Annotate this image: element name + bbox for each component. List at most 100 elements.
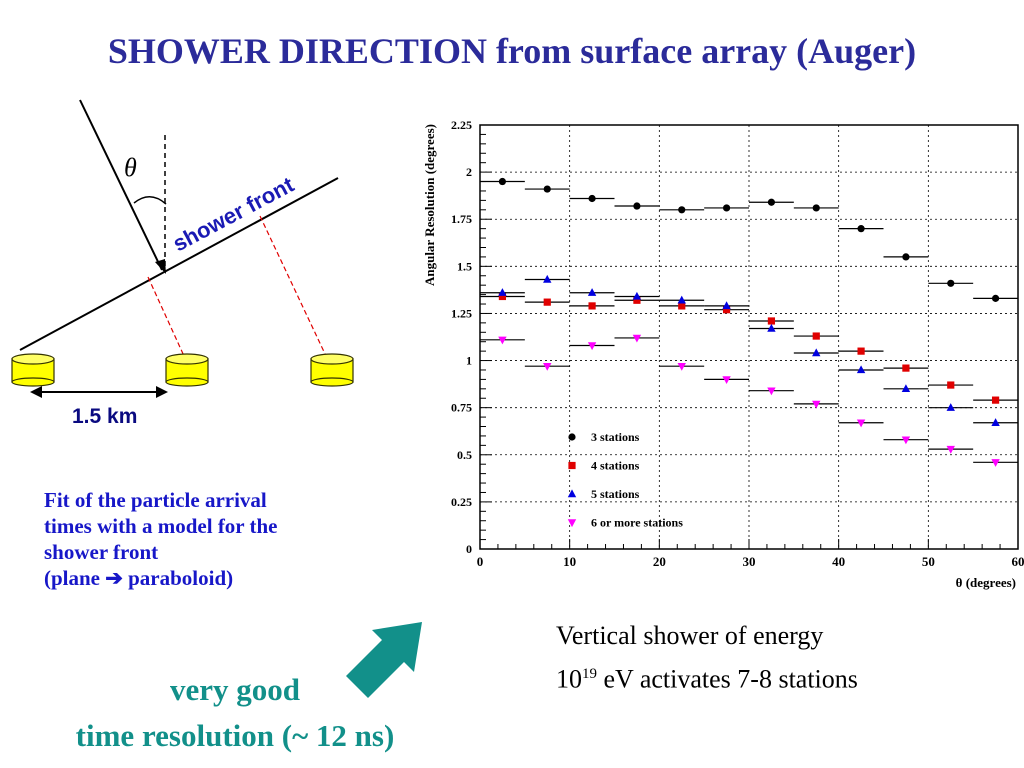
data-point [543, 363, 552, 371]
data-point [543, 274, 552, 283]
y-axis-label: Angular Resolution (degrees) [422, 124, 437, 286]
data-point [588, 194, 596, 203]
data-point [498, 336, 507, 345]
x-tick-label: 0 [477, 554, 484, 569]
slide-title: SHOWER DIRECTION from surface array (Aug… [107, 31, 917, 71]
data-point [856, 419, 866, 428]
data-point [856, 365, 866, 374]
pointer-arrow-icon [346, 622, 422, 698]
legend-marker [568, 433, 576, 441]
data-point [812, 348, 821, 357]
data-point [767, 198, 776, 206]
y-tick-label: 2.25 [451, 118, 472, 132]
drop-line-3 [259, 215, 327, 357]
shower-axis-arrowhead [155, 259, 166, 274]
y-tick-label: 2 [466, 165, 472, 179]
y-tick-label: 1 [466, 354, 472, 368]
x-axis-label: θ (degrees) [956, 575, 1016, 590]
data-point [722, 204, 731, 212]
distance-arrowhead-right [156, 386, 168, 398]
data-point [812, 400, 821, 409]
data-point [947, 381, 955, 389]
legend-label: 5 stations [591, 487, 640, 501]
data-point [767, 317, 776, 325]
fit-line-1: Fit of the particle arrival [44, 488, 267, 512]
fit-line-3: shower front [44, 540, 159, 564]
vertical-note-rest: eV activates 7-8 stations [597, 664, 858, 694]
fit-line-4-post: paraboloid) [122, 566, 234, 590]
data-point [812, 332, 820, 340]
y-tick-label: 0.5 [457, 448, 472, 462]
legend-label: 3 stations [591, 430, 640, 444]
data-point [812, 204, 820, 212]
shower-axis [79, 99, 163, 271]
data-point [498, 288, 507, 296]
y-tick-label: 0 [466, 542, 472, 556]
x-tick-label: 20 [653, 554, 666, 569]
conclusion-line-1: very good [169, 672, 300, 707]
data-point [991, 418, 1000, 426]
data-point [543, 185, 551, 193]
data-point [722, 301, 731, 310]
x-tick-label: 10 [563, 554, 576, 569]
data-point [722, 376, 731, 384]
vertical-note-line-1: Vertical shower of energy [556, 621, 824, 650]
data-point [498, 292, 507, 301]
data-point [901, 436, 911, 445]
legend-label: 6 or more stations [591, 516, 683, 530]
data-point [947, 279, 955, 287]
detector-station-1 [11, 353, 55, 387]
distance-label: 1.5 km [72, 405, 138, 428]
right-arrow-icon: ➔ [105, 566, 123, 590]
legend-label: 4 stations [591, 459, 640, 473]
detector-station-2 [165, 353, 209, 387]
data-point [677, 295, 686, 304]
data-point [767, 387, 776, 396]
energy-exponent: 19 [582, 666, 597, 682]
legend-marker [567, 489, 577, 498]
y-tick-label: 0.25 [451, 495, 472, 509]
shower-front-label: shower front [169, 171, 299, 256]
energy-base: 10 [556, 664, 582, 694]
data-point [902, 364, 910, 372]
detector-station-3 [310, 353, 354, 387]
data-point [722, 306, 731, 314]
data-point [632, 334, 642, 343]
fit-line-2: times with a model for the [44, 514, 278, 538]
data-point [587, 288, 597, 296]
x-tick-label: 50 [922, 554, 935, 569]
data-point [633, 202, 641, 210]
data-point [678, 206, 686, 214]
theta-label: θ [124, 153, 137, 182]
shower-front-plane [19, 177, 339, 351]
data-point [767, 323, 776, 332]
data-point [946, 445, 955, 454]
vertical-note-line-2: 1019 eV activates 7-8 stations [556, 655, 858, 699]
x-tick-label: 30 [743, 554, 756, 569]
y-tick-label: 0.75 [451, 401, 472, 415]
data-point [543, 298, 551, 306]
fit-line-4: (plane ➔ paraboloid) [44, 565, 384, 591]
data-point [588, 302, 596, 310]
data-point [901, 384, 911, 393]
distance-arrowhead-left [30, 386, 42, 398]
data-point [677, 363, 686, 371]
data-point [946, 403, 955, 411]
legend-marker [567, 519, 577, 528]
drop-line-2 [147, 276, 185, 357]
vertical-shower-note: Vertical shower of energy 1019 eV activa… [556, 617, 858, 699]
data-point [678, 302, 686, 310]
y-tick-label: 1.25 [451, 306, 472, 320]
x-tick-label: 60 [1012, 554, 1024, 569]
angular-resolution-chart: 0 10 20 30 40 50 60 0 0.25 0.5 0.75 1 1.25 1.5 1.75 2 2.… [422, 118, 1024, 590]
fit-description: Fit of the particle arrival times with a… [44, 487, 384, 591]
data-point [857, 347, 865, 355]
shower-diagram: shower front [11, 99, 354, 398]
y-tick-label: 1.5 [457, 259, 472, 273]
data-point [857, 225, 865, 233]
y-tick-label: 1.75 [451, 212, 472, 226]
fit-line-4-pre: (plane [44, 566, 106, 590]
x-tick-label: 40 [832, 554, 845, 569]
data-point [498, 177, 507, 186]
data-point [633, 296, 641, 304]
